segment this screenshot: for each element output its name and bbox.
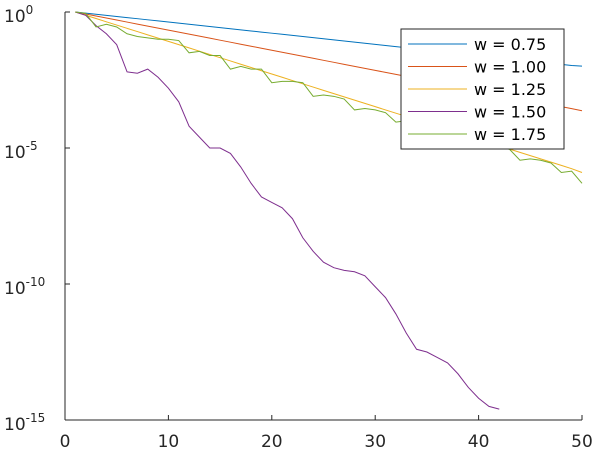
x-tick-label: 30 [364, 432, 386, 452]
x-tick-label: 50 [571, 432, 593, 452]
legend-label: w = 1.25 [474, 80, 546, 99]
y-tick-label: 100 [4, 3, 33, 27]
legend-label: w = 1.75 [474, 125, 546, 144]
y-tick-label: 10-10 [4, 275, 45, 299]
legend-label: w = 1.50 [474, 103, 546, 122]
y-tick-exponent: 0 [26, 3, 34, 17]
y-tick-base: 10 [4, 279, 26, 299]
x-tick-label: 40 [468, 432, 490, 452]
x-tick-label: 0 [60, 432, 71, 452]
axes-layer [64, 12, 582, 421]
y-tick-exponent: -15 [26, 411, 46, 425]
y-tick-base: 10 [4, 143, 26, 163]
y-tick-exponent: -5 [26, 139, 38, 153]
legend-label: w = 0.75 [474, 35, 546, 54]
y-tick-base: 10 [4, 415, 26, 435]
x-tick-label: 10 [158, 432, 180, 452]
legend: w = 0.75 w = 1.00 w = 1.25 w = 1.50 w = 1.75 [400, 28, 565, 150]
y-tick-exponent: -10 [26, 275, 46, 289]
y-tick-label: 10-15 [4, 411, 45, 435]
x-tick-label: 20 [261, 432, 283, 452]
y-tick-label: 10-5 [4, 139, 38, 163]
series-line-4 [75, 11, 500, 410]
x-tick-group: 0 10 20 30 40 50 [60, 415, 593, 452]
y-tick-base: 10 [4, 7, 26, 27]
legend-label: w = 1.00 [474, 58, 546, 77]
